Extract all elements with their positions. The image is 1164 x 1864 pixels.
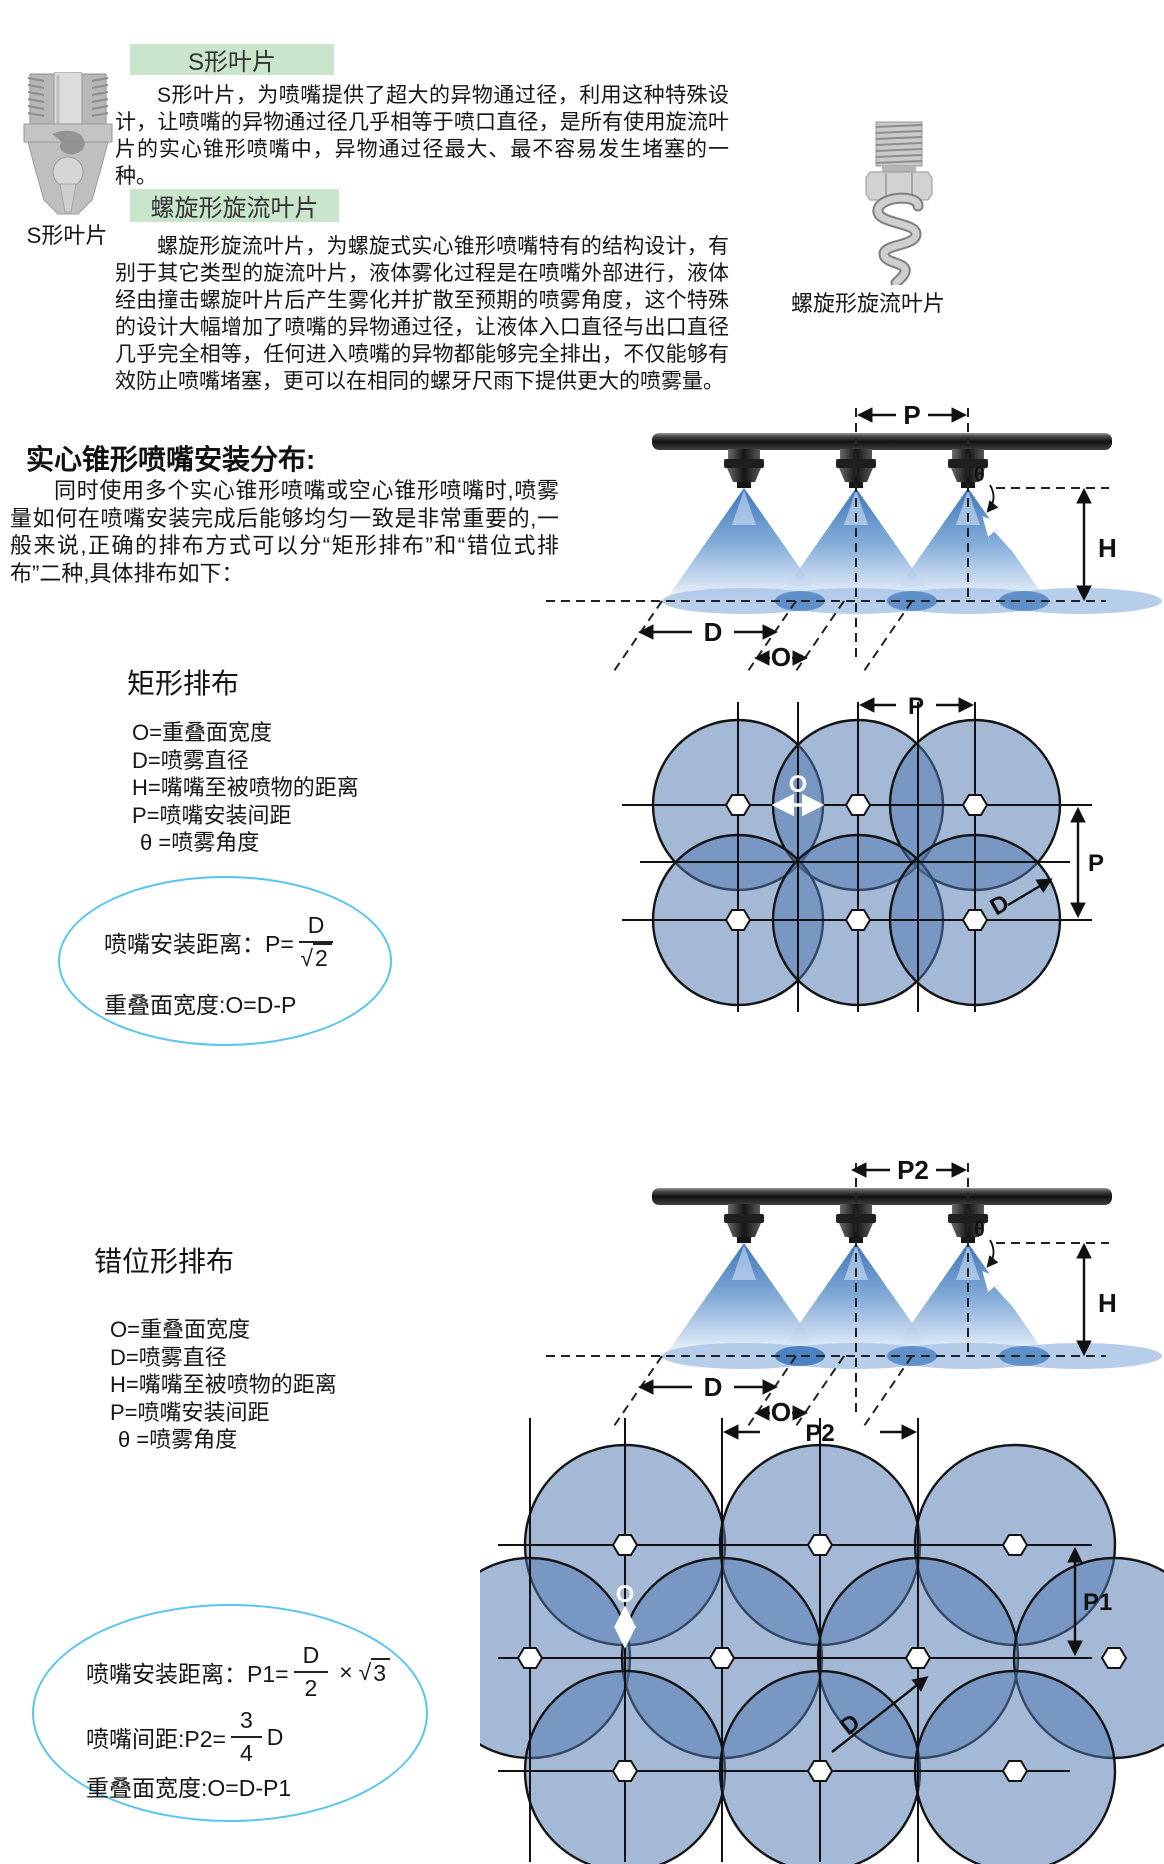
legend-line: D=喷雾直径 — [132, 747, 249, 773]
legend-line: O=重叠面宽度 — [132, 720, 272, 745]
spiral-vane-caption: 螺旋形旋流叶片 — [790, 291, 945, 316]
dim-p1-right-label: P1 — [1083, 1589, 1112, 1616]
install-paragraph: 同时使用多个实心锥形喷嘴或空心锥形喷嘴时,喷雾量如何在喷嘴安装完成后能够均匀一致… — [10, 478, 559, 586]
dim-h-label: H — [1098, 533, 1117, 563]
thread-lines-icon — [875, 124, 923, 164]
legend-line: D=喷雾直径 — [110, 1344, 227, 1370]
formula-o: 重叠面宽度:O=D-P1 — [86, 1769, 291, 1803]
nozzle-hexagons — [516, 1534, 1128, 1782]
dimensions — [637, 407, 1092, 666]
legend-line: θ =喷雾角度 — [140, 830, 260, 855]
dim-p2-top-label: P2 — [805, 1420, 834, 1447]
spiral-vane-paragraph: 螺旋形旋流叶片，为螺旋式实心锥形喷嘴特有的结构设计，有别于其它类型的旋流叶片，液… — [115, 235, 729, 393]
dim-o-label: O — [616, 1581, 635, 1608]
rect-formula-oval: 喷嘴安装距离：P= D √2 重叠面宽度:O=D-P — [58, 876, 392, 1046]
formula-text: 重叠面宽度:O=D-P — [104, 992, 297, 1018]
dim-p-right-label: P — [1088, 850, 1104, 877]
dim-h-label: H — [1098, 1288, 1117, 1318]
dimensions — [637, 1162, 1092, 1421]
dim-d-label: D — [704, 617, 723, 647]
install-heading: 实心锥形喷嘴安装分布: — [26, 444, 316, 475]
legend-line: O=重叠面宽度 — [110, 1317, 250, 1342]
legend-line: P=喷嘴安装间距 — [110, 1399, 270, 1425]
formula-p2: 喷嘴间距:P2= 3 4 D — [86, 1707, 284, 1767]
dimensions — [613, 1424, 1083, 1753]
dimensions — [771, 697, 1086, 919]
fraction: D √2 — [298, 912, 334, 972]
dim-o-label: O — [771, 1397, 791, 1427]
circle-diagram-stagger: P2 P1 O D — [480, 1418, 1164, 1864]
dim-theta-label: θ — [974, 464, 985, 486]
rect-title: 矩形排布 — [127, 668, 240, 699]
dim-theta-label: θ — [974, 1219, 985, 1241]
formula-text: 喷嘴安装距离：P1= — [86, 1661, 289, 1687]
spray-diagram-rect: P D O H θ — [546, 400, 1162, 672]
s-vane-chip: S形叶片 — [130, 44, 334, 76]
spray-diagram-stagger: P2 D O H θ — [546, 1155, 1162, 1427]
rect-legend: O=重叠面宽度 D=喷雾直径 H=嘴嘴至被喷物的距离 P=喷嘴安装间距 θ =喷… — [132, 719, 359, 857]
circle-diagram-rect: P P O D — [622, 693, 1104, 1012]
legend-line: H=嘴嘴至被喷物的距离 — [110, 1372, 337, 1397]
formula-text: 喷嘴间距:P2= — [86, 1726, 226, 1752]
legend-line: H=嘴嘴至被喷物的距离 — [132, 775, 359, 800]
formula-p: 喷嘴安装距离：P= D √2 — [104, 912, 338, 972]
s-vane-cutaway-photo — [23, 72, 113, 215]
s-vane-paragraph: S形叶片，为喷嘴提供了超大的异物通过径，利用这种特殊设计，让喷嘴的异物通过径几乎… — [115, 84, 729, 188]
legend-line: θ =喷雾角度 — [118, 1427, 238, 1452]
s-vane-caption: S形叶片 — [26, 223, 108, 248]
spray-circles — [480, 1443, 1164, 1864]
spray-pipe — [652, 1188, 1112, 1205]
dim-p-label: P — [903, 400, 920, 430]
formula-text: 重叠面宽度:O=D-P1 — [86, 1775, 292, 1801]
dim-p2-label: P2 — [897, 1155, 929, 1185]
s-channel-icon — [52, 130, 85, 155]
stagger-title: 错位形排布 — [94, 1246, 235, 1277]
dim-d-label: D — [704, 1372, 723, 1402]
dim-o-label: O — [771, 642, 791, 672]
dim-o-label: O — [789, 771, 808, 798]
grid-lines — [498, 1418, 1092, 1862]
spiral-vane-chip: 螺旋形旋流叶片 — [130, 189, 339, 222]
spiral-vane-photo — [865, 121, 933, 285]
legend-line: P=喷嘴安装间距 — [132, 802, 292, 828]
nozzle-hexagons — [724, 794, 989, 931]
spray-pipe — [652, 433, 1112, 450]
formula-text: 喷嘴安装距离：P= — [104, 931, 294, 957]
fraction: D 2 — [293, 1642, 329, 1702]
thread-lines-icon — [27, 77, 109, 117]
formula-p1: 喷嘴安装距离：P1= D 2 × √ 3 — [86, 1642, 391, 1702]
fraction: 3 4 — [230, 1707, 262, 1767]
dim-p-top-label: P — [908, 693, 924, 720]
stagger-legend: O=重叠面宽度 D=喷雾直径 H=嘴嘴至被喷物的距离 P=喷嘴安装间距 θ =喷… — [110, 1316, 337, 1454]
formula-o: 重叠面宽度:O=D-P — [104, 986, 296, 1020]
stagger-formula-oval: 喷嘴安装距离：P1= D 2 × √ 3 喷嘴间距:P2= 3 4 D 重叠面宽… — [32, 1604, 428, 1822]
